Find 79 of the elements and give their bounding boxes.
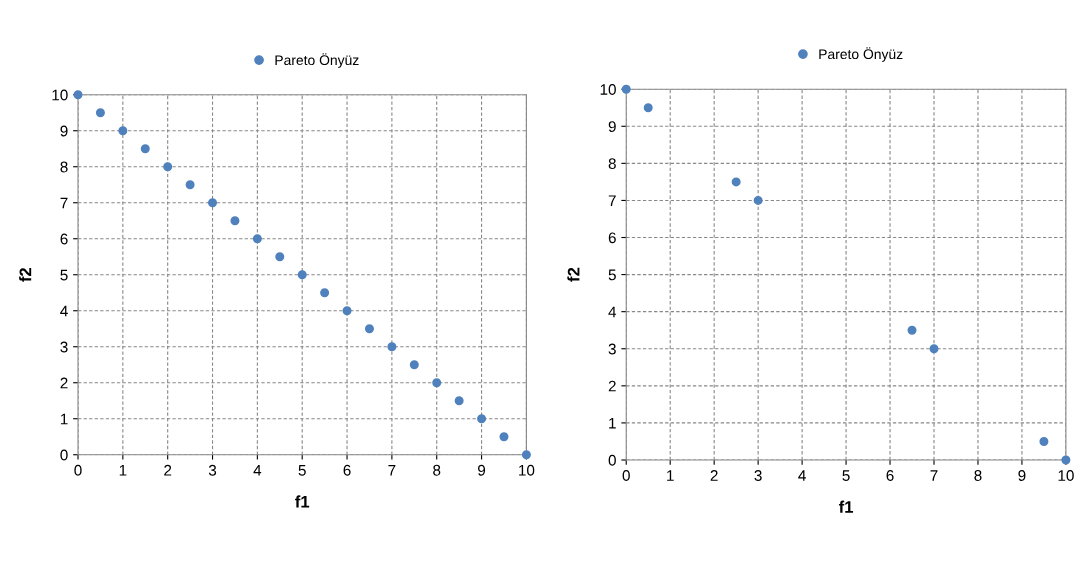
y-tick-label: 6 xyxy=(608,232,616,244)
point xyxy=(252,234,262,244)
point xyxy=(432,378,442,388)
point xyxy=(731,177,741,187)
x-tick-label: 6 xyxy=(886,470,894,481)
point xyxy=(275,252,285,262)
x-tick-label: 2 xyxy=(710,470,718,481)
y-tick-label: 5 xyxy=(608,269,616,281)
y-tick-label: 0 xyxy=(608,454,616,466)
x-tick-label: 4 xyxy=(798,470,806,481)
point xyxy=(1039,436,1049,446)
point xyxy=(1061,455,1071,465)
y-tick-label: 8 xyxy=(60,161,68,173)
y-tick-label: 4 xyxy=(608,306,617,318)
point xyxy=(521,450,531,460)
x-tick-label: 4 xyxy=(253,465,262,476)
x-axis-title: f1 xyxy=(295,495,310,508)
x-tick-label: 8 xyxy=(433,464,441,476)
x-tick-label: 2 xyxy=(164,464,172,476)
x-tick-label: 0 xyxy=(74,464,82,476)
y-axis-title: f2 xyxy=(567,267,580,282)
x-tick-label: 9 xyxy=(478,464,486,476)
x-tick-label: 7 xyxy=(388,465,396,476)
point xyxy=(409,360,419,370)
x-tick-label: 3 xyxy=(208,464,217,476)
legend-label: Pareto Önyüz xyxy=(275,53,359,68)
y-tick-label: 5 xyxy=(60,269,68,281)
point xyxy=(118,126,128,136)
x-tick-label: 10 xyxy=(519,464,535,476)
point xyxy=(621,84,631,94)
x-tick-label: 3 xyxy=(754,470,762,481)
point xyxy=(342,306,352,316)
x-tick-label: 5 xyxy=(298,465,306,476)
point xyxy=(643,103,653,113)
x-axis-title: f1 xyxy=(838,500,854,513)
y-tick-label: 0 xyxy=(60,449,68,461)
x-tick-label: 0 xyxy=(622,470,630,481)
point xyxy=(320,288,330,298)
point xyxy=(140,144,150,154)
point xyxy=(929,344,939,354)
x-tick-label: 5 xyxy=(842,470,850,481)
y-tick-label: 9 xyxy=(608,121,616,132)
x-tick-label: 1 xyxy=(119,465,127,476)
point xyxy=(163,162,173,172)
y-tick-label: 7 xyxy=(608,195,616,206)
point xyxy=(95,108,105,118)
y-tick-label: 3 xyxy=(608,343,616,355)
point xyxy=(208,198,218,208)
point xyxy=(477,414,487,424)
point xyxy=(387,342,397,352)
x-tick-label: 8 xyxy=(974,470,982,481)
legend-label: Pareto Önyüz xyxy=(819,47,903,62)
x-tick-label: 1 xyxy=(667,470,674,481)
y-tick-label: 9 xyxy=(60,125,68,137)
point xyxy=(230,216,240,226)
y-tick-label: 7 xyxy=(60,197,68,209)
y-tick-label: 2 xyxy=(608,380,616,392)
y-tick-label: 3 xyxy=(60,341,68,353)
y-tick-label: 10 xyxy=(52,89,68,101)
x-tick-label: 10 xyxy=(1058,470,1074,481)
y-tick-label: 10 xyxy=(600,84,616,95)
x-tick-label: 7 xyxy=(930,470,938,481)
point xyxy=(454,396,464,406)
y-tick-label: 2 xyxy=(60,377,68,389)
x-tick-label: 9 xyxy=(1018,470,1026,481)
point xyxy=(499,432,509,442)
x-tick-label: 6 xyxy=(343,464,351,476)
point xyxy=(753,195,763,205)
y-tick-label: 1 xyxy=(60,413,68,425)
point xyxy=(907,325,917,335)
y-tick-label: 6 xyxy=(60,233,68,245)
point xyxy=(185,180,195,190)
y-tick-label: 4 xyxy=(60,305,68,317)
y-axis-title: f2 xyxy=(19,268,32,282)
y-tick-label: 8 xyxy=(608,158,616,170)
point xyxy=(364,324,374,334)
point xyxy=(73,90,83,100)
y-tick-label: 1 xyxy=(609,417,616,429)
point xyxy=(297,270,307,280)
